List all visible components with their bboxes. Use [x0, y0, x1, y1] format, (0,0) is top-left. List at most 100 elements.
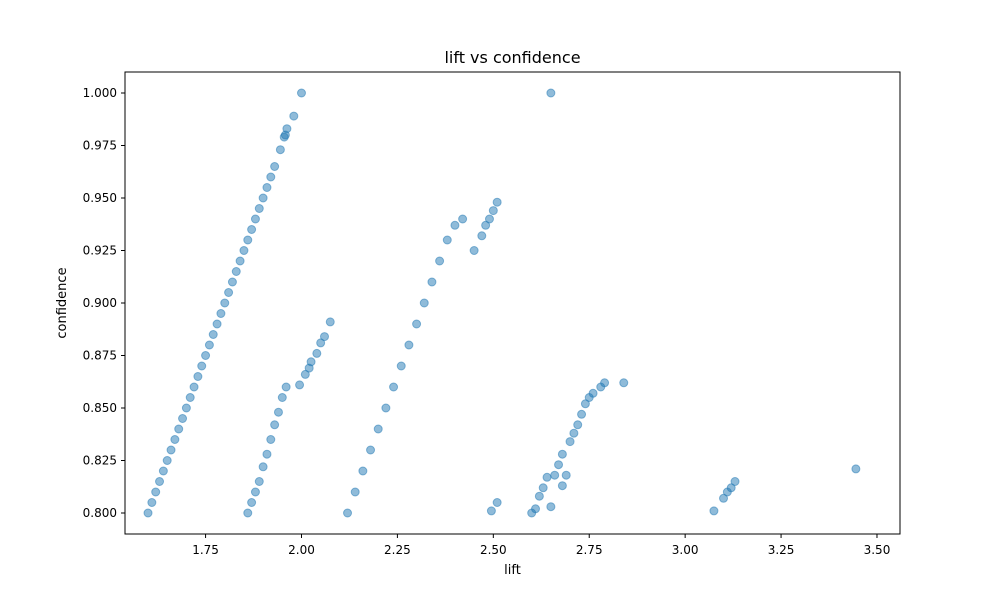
chart-title: lift vs confidence	[444, 48, 580, 67]
scatter-point	[289, 111, 299, 121]
scatter-point	[247, 225, 257, 234]
scatter-point	[458, 214, 468, 224]
scatter-point	[262, 183, 272, 192]
scatter-point	[185, 393, 195, 402]
scatter-point	[492, 197, 502, 207]
scatter-point	[435, 256, 445, 266]
scatter-point	[573, 420, 583, 430]
y-tick-label: 0.850	[83, 401, 117, 415]
scatter-point	[250, 214, 260, 224]
scatter-point	[320, 332, 329, 342]
x-tick-label: 2.50	[480, 543, 507, 557]
scatter-point	[442, 235, 452, 245]
scatter-point	[162, 456, 172, 465]
y-tick-label: 0.800	[83, 506, 117, 520]
scatter-point	[201, 351, 211, 360]
scatter-point	[600, 378, 610, 388]
scatter-point	[212, 319, 222, 329]
scatter-point	[484, 214, 494, 224]
scatter-point	[220, 298, 230, 308]
scatter-point	[404, 340, 414, 350]
x-tick-label: 3.50	[864, 543, 891, 557]
scatter-point	[546, 502, 556, 512]
scatter-point	[270, 420, 280, 430]
x-tick-label: 3.25	[768, 543, 795, 557]
scatter-point	[193, 372, 203, 381]
scatter-point	[266, 435, 276, 444]
scatter-point	[254, 477, 264, 486]
scatter-point	[531, 504, 541, 514]
scatter-point	[492, 498, 502, 507]
scatter-point	[235, 256, 245, 266]
scatter-point	[350, 487, 360, 497]
y-tick-label: 0.900	[83, 296, 117, 310]
scatter-point	[270, 162, 280, 171]
scatter-point	[538, 483, 548, 493]
scatter-point	[243, 235, 253, 245]
scatter-point	[325, 317, 335, 327]
scatter-point	[412, 319, 422, 329]
scatter-point	[373, 424, 383, 434]
x-tick-label: 2.00	[288, 543, 315, 557]
scatter-point	[277, 393, 287, 402]
scatter-point	[266, 172, 276, 182]
scatter-point	[166, 445, 176, 455]
scatter-point	[243, 508, 253, 518]
x-axis: 1.75 2.00 2.25 2.50 2.75 3.00 3.25 3.50	[192, 534, 890, 557]
x-tick-label: 1.75	[192, 543, 219, 557]
scatter-point	[155, 477, 165, 486]
scatter-point	[546, 88, 556, 98]
scatter-point	[389, 382, 399, 392]
scatter-point	[488, 206, 498, 216]
scatter-point	[189, 382, 199, 392]
x-tick-label: 2.75	[576, 543, 603, 557]
scatter-point	[343, 508, 353, 518]
scatter-point	[254, 204, 264, 213]
scatter-point	[554, 460, 564, 470]
scatter-point	[561, 470, 571, 480]
points-layer	[143, 88, 861, 518]
scatter-point	[275, 145, 285, 155]
scatter-point	[295, 380, 305, 390]
scatter-point	[282, 124, 292, 134]
scatter-point	[709, 506, 719, 516]
scatter-point	[306, 357, 316, 367]
x-tick-label: 3.00	[672, 543, 699, 557]
scatter-point	[427, 277, 437, 287]
scatter-point	[396, 361, 406, 371]
scatter-point	[534, 491, 544, 501]
scatter-point	[366, 445, 376, 455]
scatter-point	[258, 193, 268, 203]
scatter-point	[281, 382, 291, 392]
scatter-point	[208, 330, 218, 339]
scatter-point	[158, 466, 168, 476]
x-axis-label: lift	[504, 563, 521, 578]
scatter-point	[542, 472, 552, 482]
scatter-point	[170, 435, 180, 444]
y-tick-label: 0.950	[83, 191, 117, 205]
scatter-point	[197, 361, 207, 371]
scatter-point	[450, 220, 460, 230]
scatter-point	[469, 246, 479, 255]
x-tick-label: 2.25	[384, 543, 411, 557]
scatter-point	[358, 466, 368, 476]
scatter-point	[216, 309, 226, 318]
scatter-point	[419, 298, 429, 308]
scatter-point	[557, 481, 567, 491]
scatter-point	[258, 462, 268, 472]
scatter-point	[143, 508, 153, 518]
scatter-point	[247, 498, 257, 507]
scatter-point	[588, 388, 598, 398]
y-tick-label: 0.975	[83, 139, 117, 153]
scatter-point	[296, 88, 306, 98]
scatter-point	[174, 424, 184, 434]
scatter-point	[619, 378, 629, 388]
y-tick-label: 0.925	[83, 244, 117, 258]
scatter-point	[227, 277, 237, 287]
y-axis-label: confidence	[55, 267, 70, 338]
scatter-point	[381, 403, 391, 413]
scatter-point	[565, 437, 575, 447]
y-tick-label: 0.875	[83, 349, 117, 363]
scatter-point	[557, 449, 567, 459]
